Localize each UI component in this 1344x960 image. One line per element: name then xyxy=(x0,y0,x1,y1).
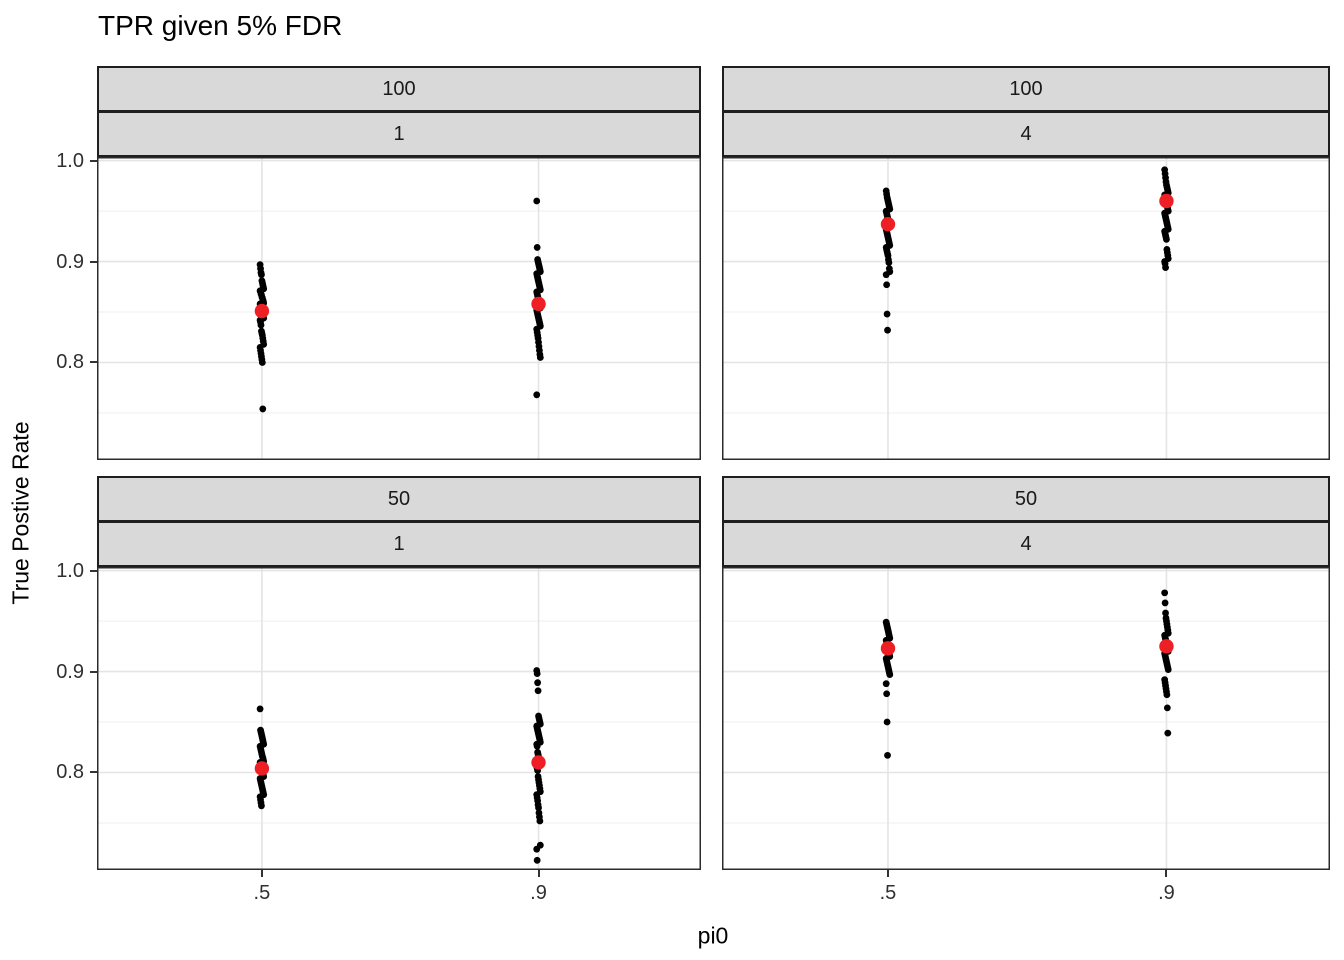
data-point xyxy=(536,817,544,825)
data-point xyxy=(259,405,267,413)
panel-border xyxy=(722,567,1330,870)
x-tick-label: .9 xyxy=(530,882,547,904)
data-point xyxy=(536,354,544,361)
y-tick-label: 1.0 xyxy=(56,149,84,172)
mean-point xyxy=(880,641,896,656)
panel-background xyxy=(97,567,701,870)
data-point xyxy=(533,845,541,853)
panel-area xyxy=(722,567,1330,870)
panel-background xyxy=(722,567,1330,870)
panel-background xyxy=(97,157,701,460)
facet-strip-inner-label: 4 xyxy=(1020,122,1032,145)
plot-title: TPR given 5% FDR xyxy=(98,10,343,41)
panel-border xyxy=(722,157,1330,460)
data-point xyxy=(1162,264,1169,272)
x-tick-mark xyxy=(1165,870,1168,877)
facet-strip-outer-label: 50 xyxy=(1014,487,1038,510)
data-point xyxy=(258,271,265,279)
data-point xyxy=(1164,729,1172,737)
y-tick-mark xyxy=(90,361,97,364)
facet-strip-outer: 100 xyxy=(722,66,1330,112)
panel-area xyxy=(97,567,701,870)
facet-strip-inner: 1 xyxy=(97,521,701,567)
mean-point xyxy=(531,296,546,312)
facet-strip-inner-label: 4 xyxy=(1020,532,1032,555)
panel-area xyxy=(722,157,1330,460)
x-tick-mark xyxy=(260,870,263,877)
data-point xyxy=(1163,704,1171,712)
data-point xyxy=(884,751,891,759)
y-tick-label: 0.8 xyxy=(56,351,84,374)
data-point xyxy=(1161,599,1169,607)
data-point xyxy=(533,197,541,205)
data-point xyxy=(258,802,265,810)
data-point xyxy=(535,804,542,812)
x-tick-mark xyxy=(886,870,889,877)
x-tick-label: .5 xyxy=(253,882,271,904)
facet-strip-inner: 4 xyxy=(722,521,1330,567)
panel-background xyxy=(722,157,1330,460)
data-point xyxy=(1163,691,1171,699)
data-point xyxy=(533,391,541,399)
data-point xyxy=(1163,235,1170,243)
mean-point xyxy=(254,303,270,319)
y-tick-label: 0.8 xyxy=(56,761,84,784)
data-point xyxy=(882,271,890,279)
data-point xyxy=(533,856,541,864)
data-point xyxy=(883,310,891,318)
x-tick-mark xyxy=(537,870,540,877)
facet-strip-inner-label: 1 xyxy=(393,532,405,555)
data-point xyxy=(883,281,891,289)
data-point xyxy=(257,321,265,329)
mean-point xyxy=(1159,193,1174,209)
y-tick-mark xyxy=(90,159,97,162)
data-point xyxy=(533,670,541,677)
mean-point xyxy=(880,217,896,232)
mean-point xyxy=(254,761,270,776)
mean-point xyxy=(1159,639,1174,654)
y-tick-label: 0.9 xyxy=(56,660,84,683)
data-point xyxy=(1161,589,1169,597)
facet-strip-outer-label: 100 xyxy=(1009,77,1043,100)
data-point xyxy=(258,359,266,366)
facet-strip-outer-label: 100 xyxy=(382,77,416,100)
data-point xyxy=(883,718,891,726)
facet-strip-outer: 50 xyxy=(722,476,1330,522)
y-tick-label: 0.9 xyxy=(56,250,84,273)
data-point xyxy=(885,259,893,266)
data-point xyxy=(534,687,542,695)
data-point xyxy=(1164,666,1172,673)
x-tick-label: .9 xyxy=(1158,882,1175,904)
facet-strip-outer-label: 50 xyxy=(387,487,411,510)
y-tick-mark xyxy=(90,771,97,774)
x-axis-title: pi0 xyxy=(697,922,729,949)
data-point xyxy=(256,705,264,713)
y-axis-title: True Postive Rate xyxy=(7,421,34,605)
facet-strip-inner-label: 1 xyxy=(393,122,405,145)
data-point xyxy=(534,679,542,687)
facet-strip-inner: 4 xyxy=(722,111,1330,157)
data-point xyxy=(1162,609,1169,617)
y-tick-mark xyxy=(90,569,97,572)
y-tick-label: 1.0 xyxy=(56,559,84,582)
panel-border xyxy=(97,157,701,460)
x-tick-label: .5 xyxy=(879,882,897,904)
data-point xyxy=(533,742,541,750)
data-point xyxy=(882,680,890,688)
facet-strip-outer: 50 xyxy=(97,476,701,522)
panel-area xyxy=(97,157,701,460)
y-tick-mark xyxy=(90,260,97,263)
data-point xyxy=(886,671,894,678)
data-point xyxy=(883,690,891,698)
data-point xyxy=(884,326,891,334)
data-point xyxy=(533,244,541,251)
facet-strip-outer: 100 xyxy=(97,66,701,112)
y-tick-mark xyxy=(90,670,97,673)
mean-point xyxy=(531,755,546,770)
panel-border xyxy=(97,567,701,870)
facet-strip-inner: 1 xyxy=(97,111,701,157)
